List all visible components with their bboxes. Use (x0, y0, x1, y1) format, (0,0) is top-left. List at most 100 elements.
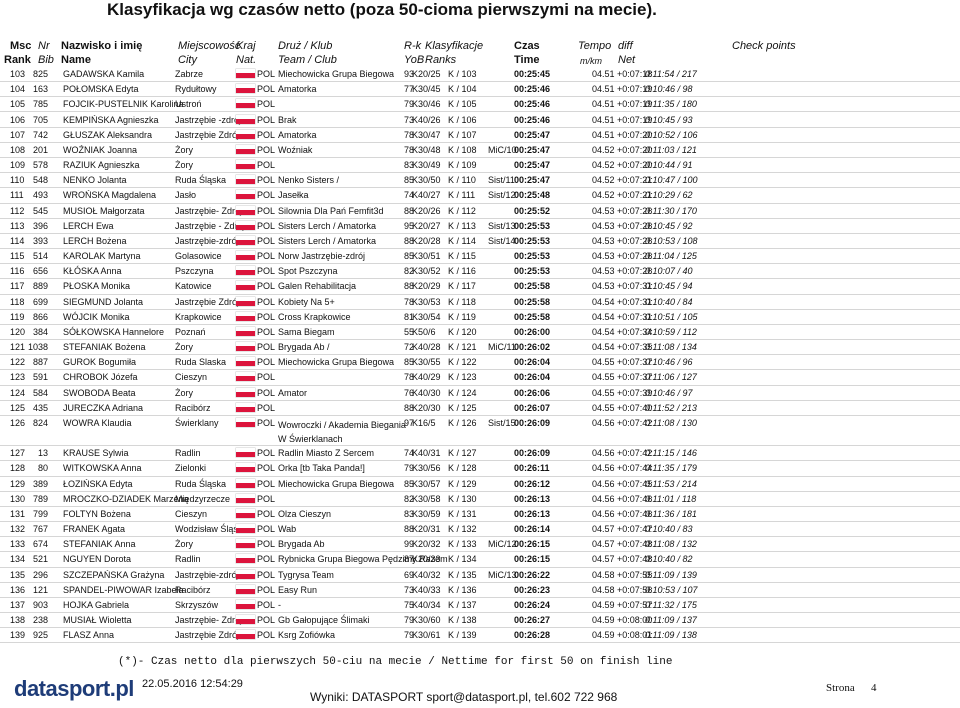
table-row: 128 80 WITKOWSKA Anna Zielonki POL Orka [tb T… (0, 461, 960, 477)
pace: 04.57 (592, 539, 615, 550)
team: Woźniak (278, 144, 313, 155)
year-of-birth: 88 (404, 235, 415, 246)
year-of-birth: 78 (404, 296, 415, 307)
bib: 384 (32, 326, 48, 337)
table-row: 124 584 SWOBODA Beata Żory POL Amator 76 K40/30… (0, 386, 960, 401)
rank: 107 (10, 129, 26, 140)
flag (236, 69, 255, 78)
gender-rank: K / 114 (448, 235, 476, 246)
team: Olza Cieszyn (278, 508, 332, 519)
table-row: 105 785 FOJCIK-PUSTELNIK Karolina Ustroń POL… (0, 97, 960, 113)
gender-rank: K / 125 (448, 402, 477, 413)
team-rank: Sist/14 (488, 235, 516, 246)
flag (236, 326, 255, 336)
category-rank: K20/30 (412, 402, 441, 413)
gender-rank: K / 110 (448, 175, 476, 186)
bib: 799 (32, 508, 48, 519)
diff: +0:07:44 (617, 463, 653, 474)
diff: +0:07:42 (617, 448, 653, 459)
team: Rybnicka Grupa Biegowa Pędzimy Razem (278, 554, 448, 565)
team: Brak (278, 114, 297, 125)
rank: 120 (10, 326, 26, 337)
rank: 137 (10, 599, 26, 610)
pace: 04.52 (592, 160, 615, 171)
team: Silownia Dla Pań Femfit3d (278, 205, 384, 216)
rank: 112 (10, 205, 25, 216)
flag (236, 235, 255, 245)
city: Cieszyn (175, 372, 208, 383)
team: Orka [tb Taka Panda!] (278, 463, 365, 474)
city: Racibórz (175, 584, 211, 595)
column-header: Nazwisko i imię (61, 40, 143, 52)
time: 00:26:14 (514, 524, 551, 535)
diff: +0:07:31 (617, 311, 653, 322)
time: 00:25:58 (514, 281, 551, 292)
title: Klasyfikacja wg czasów netto (poza 50-ci… (107, 0, 657, 19)
flag (236, 296, 255, 306)
name: GUROK Bogumiła (63, 357, 137, 368)
city: Jastrzębie Zdrój (175, 630, 240, 641)
pace: 04.55 (592, 402, 615, 413)
city: Jastrzębie-zdrój (175, 235, 239, 246)
name: WOŹNIAK Joanna (63, 144, 138, 155)
category-rank: K40/32 (412, 569, 441, 580)
name: KŁÓSKA Anna (63, 266, 122, 277)
logo: datasport.pl (14, 676, 134, 701)
pace: 04.57 (592, 524, 615, 535)
flag (236, 493, 255, 503)
table-row: 122 887 GUROK Bogumiła Ruda Slaska POL Miecho… (0, 355, 960, 371)
category-rank: K30/50 (412, 175, 441, 186)
table-row: 108 201 WOŹNIAK Joanna Żory POL Woźniak 78 K30/… (0, 143, 960, 158)
team: Tygrysa Team (278, 569, 334, 580)
name: PŁOSKA Monika (63, 281, 131, 292)
team: Miechowicka Grupa Biegowa (278, 478, 395, 489)
net-time: 0:11:52 / 213 (645, 402, 697, 413)
diff: +0:08:00 (617, 615, 653, 626)
year-of-birth: 78 (404, 129, 415, 140)
rank: 106 (10, 114, 26, 125)
flag (236, 160, 255, 170)
name: CHROBOK Józefa (63, 372, 138, 383)
nationality: POL (257, 448, 276, 459)
time: 00:26:12 (514, 478, 551, 489)
table-row: 115 514 KAROLAK Martyna Golasowice POL Norw J… (0, 249, 960, 265)
nationality: POL (257, 84, 276, 95)
flag (236, 539, 255, 549)
city: Rydułtowy (175, 84, 217, 95)
net-time: 0:11:35 / 179 (645, 463, 697, 474)
city: Katowice (175, 281, 212, 292)
year-of-birth: 93 (404, 69, 415, 79)
nationality: POL (257, 281, 276, 292)
year-of-birth: 73 (404, 114, 415, 125)
flag (236, 615, 255, 625)
table-row: 130 789 MROCZKO-DZIADEK Marzena Międzyrzecz… (0, 492, 960, 507)
flag (236, 144, 255, 154)
team: Miechowicka Grupa Biegowa (278, 69, 395, 79)
gender-rank: K / 106 (448, 114, 477, 125)
time: 00:26:24 (514, 599, 551, 610)
name: WROŃSKA Magdalena (63, 190, 157, 201)
rank: 105 (10, 99, 26, 110)
bib: 13 (37, 448, 48, 459)
time: 00:25:46 (514, 84, 551, 95)
pace: 04.54 (592, 342, 615, 353)
time: 00:25:53 (514, 220, 551, 231)
nationality: POL (257, 69, 276, 79)
table-row: 136 121 SPANDEL-PIWOWAR Izabela Racibórz POL… (0, 583, 960, 598)
rank: 127 (10, 448, 26, 459)
net-time: 0:10:40 / 83 (645, 524, 693, 535)
net-time: 0:11:04 / 125 (645, 251, 697, 262)
bib: 493 (32, 190, 48, 201)
table-row: 138 238 MUSIAŁ Wioletta Jastrzębie- Zdrój PO… (0, 613, 960, 629)
rank: 136 (10, 584, 26, 595)
name: RAZIUK Agnieszka (63, 160, 140, 171)
time: 00:25:48 (514, 190, 551, 201)
year-of-birth: 74 (404, 448, 415, 459)
gender-rank: K / 107 (448, 129, 477, 140)
city: Żory (175, 539, 193, 550)
rank: 131 (10, 508, 26, 519)
bib: 435 (32, 402, 48, 413)
rank: 114 (10, 235, 25, 246)
diff: +0:07:46 (617, 493, 653, 504)
bib: 705 (32, 114, 48, 125)
